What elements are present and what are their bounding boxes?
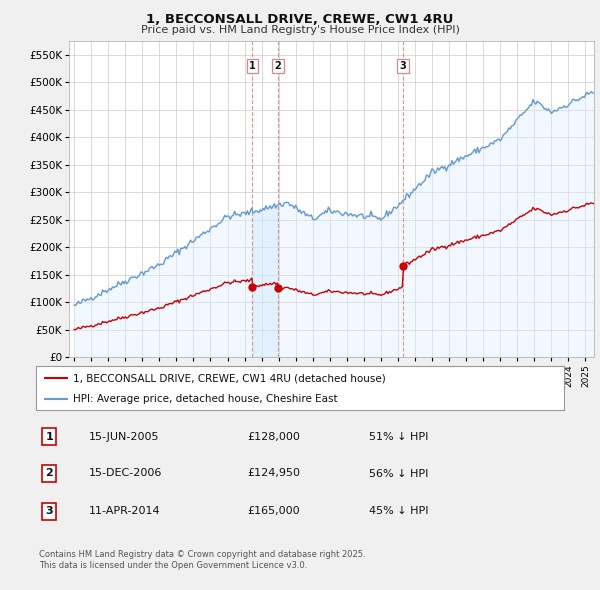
Text: 15-JUN-2005: 15-JUN-2005 <box>89 432 160 442</box>
Text: 1: 1 <box>46 432 53 442</box>
Text: 51% ↓ HPI: 51% ↓ HPI <box>368 432 428 442</box>
Text: 3: 3 <box>400 61 406 71</box>
Text: 45% ↓ HPI: 45% ↓ HPI <box>368 506 428 516</box>
Text: £165,000: £165,000 <box>247 506 300 516</box>
Text: Contains HM Land Registry data © Crown copyright and database right 2025.: Contains HM Land Registry data © Crown c… <box>39 550 365 559</box>
Text: Price paid vs. HM Land Registry's House Price Index (HPI): Price paid vs. HM Land Registry's House … <box>140 25 460 35</box>
Text: 3: 3 <box>46 506 53 516</box>
Text: 2: 2 <box>46 468 53 478</box>
Text: This data is licensed under the Open Government Licence v3.0.: This data is licensed under the Open Gov… <box>39 560 307 569</box>
Text: 1, BECCONSALL DRIVE, CREWE, CW1 4RU (detached house): 1, BECCONSALL DRIVE, CREWE, CW1 4RU (det… <box>73 373 386 383</box>
Text: 11-APR-2014: 11-APR-2014 <box>89 506 160 516</box>
Text: 1, BECCONSALL DRIVE, CREWE, CW1 4RU: 1, BECCONSALL DRIVE, CREWE, CW1 4RU <box>146 13 454 26</box>
Text: 2: 2 <box>275 61 281 71</box>
Text: £124,950: £124,950 <box>247 468 300 478</box>
Text: 56% ↓ HPI: 56% ↓ HPI <box>368 468 428 478</box>
Text: 1: 1 <box>249 61 256 71</box>
Text: £128,000: £128,000 <box>247 432 300 442</box>
Text: HPI: Average price, detached house, Cheshire East: HPI: Average price, detached house, Ches… <box>73 394 338 404</box>
Text: 15-DEC-2006: 15-DEC-2006 <box>89 468 162 478</box>
